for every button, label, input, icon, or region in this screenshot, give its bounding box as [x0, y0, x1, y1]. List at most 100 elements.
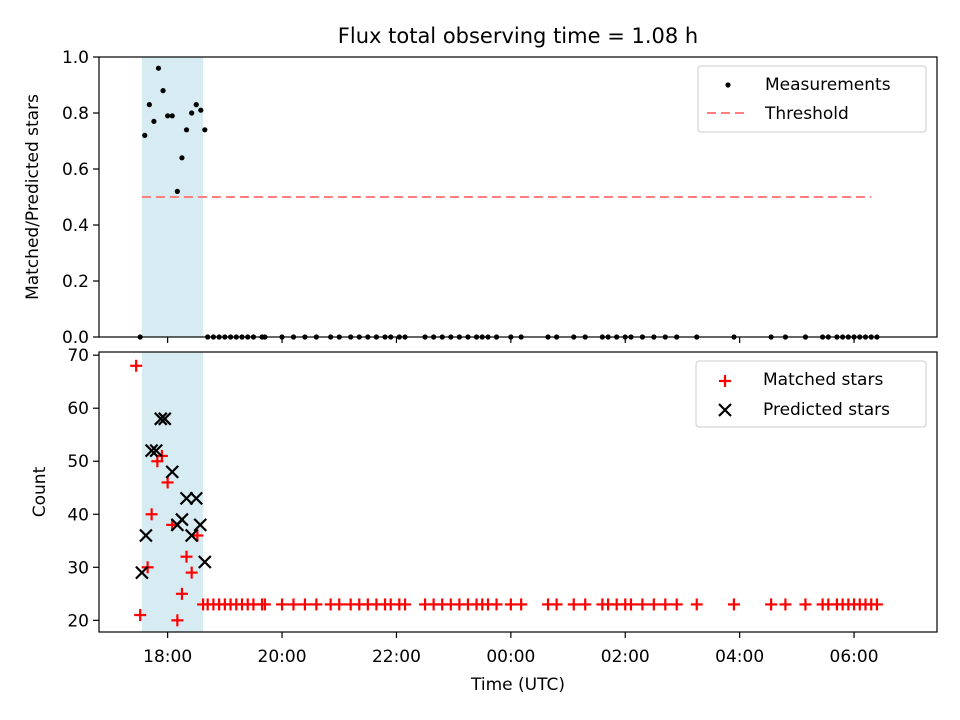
matched-star-point [333, 598, 346, 611]
matched-star-point [399, 598, 412, 611]
matched-star-point [779, 598, 792, 611]
matched-star-point [258, 598, 271, 611]
matched-star-point [180, 550, 193, 563]
matched-star-point [765, 598, 778, 611]
top-y-tick-label: 0.6 [62, 160, 89, 180]
bottom-x-tick-label: 18:00 [143, 647, 192, 667]
top-y-tick-label: 0.0 [62, 328, 89, 348]
matched-star-point [567, 598, 580, 611]
bottom-y-axis-label: Count [30, 466, 50, 517]
matched-stars-points [130, 359, 883, 627]
top-y-tick-label: 0.4 [62, 216, 89, 236]
bottom-x-tick-label: 22:00 [372, 647, 421, 667]
predicted-star-point [198, 555, 212, 569]
predicted-star-point [144, 443, 159, 458]
measurement-point [155, 65, 162, 71]
matched-star-point [276, 598, 289, 611]
bottom-axes-frame [98, 351, 938, 633]
bottom-x-axis: 18:00 20:00 22:00 00:00 02:00 04:00 06:00 [143, 632, 879, 667]
predicted-star-point [184, 528, 199, 543]
legend-matched-label: Matched stars [763, 370, 883, 390]
bottom-y-tick-label: 30 [67, 558, 89, 578]
matched-star-point [175, 587, 188, 600]
predicted-star-point [165, 465, 179, 479]
measurement-point [189, 110, 195, 116]
predicted-star-point [149, 443, 163, 458]
bottom-y-axis: 20 30 40 50 60 70 [67, 346, 99, 631]
matched-star-point [727, 598, 740, 611]
matched-star-point [647, 598, 660, 611]
measurement-point [198, 107, 204, 113]
bottom-y-tick-label: 70 [67, 346, 89, 366]
matched-star-point [659, 598, 672, 611]
matched-star-point [185, 566, 198, 579]
bottom-y-tick-label: 50 [67, 452, 89, 472]
matched-star-point [298, 598, 311, 611]
matched-star-point [504, 598, 517, 611]
measurement-point [151, 118, 157, 124]
matched-star-point [130, 359, 143, 372]
matched-star-point [287, 598, 300, 611]
predicted-stars-points [135, 412, 212, 580]
matched-star-point [515, 598, 528, 611]
measurement-point [179, 155, 185, 161]
matched-star-point [670, 598, 683, 611]
measurement-point [142, 132, 148, 138]
top-y-tick-label: 0.2 [62, 272, 89, 292]
bottom-panel: 20 30 40 50 60 70 18:00 20:00 22:00 00:00 02:00 04… [30, 346, 938, 695]
matched-star-point [191, 529, 204, 542]
matched-star-point [145, 508, 158, 521]
predicted-star-point [135, 565, 149, 580]
top-y-axis-label: Matched/Predicted stars [23, 94, 43, 300]
matched-star-point [171, 614, 184, 627]
matched-star-point [310, 598, 323, 611]
matched-star-point [799, 598, 812, 611]
bottom-x-tick-label: 02:00 [601, 647, 650, 667]
measurement-point [169, 113, 175, 119]
matched-star-point [636, 598, 649, 611]
bottom-x-tick-label: 06:00 [830, 647, 879, 667]
predicted-star-point [158, 412, 172, 426]
predicted-star-point [193, 518, 208, 532]
measurement-point [146, 102, 152, 108]
predicted-star-point [179, 491, 194, 506]
legend-matched-marker [719, 375, 731, 387]
bottom-shaded-span [141, 352, 204, 632]
chart-title: Flux total observing time = 1.08 h [338, 24, 698, 48]
legend-predicted-label: Predicted stars [763, 400, 890, 420]
top-y-tick-label: 1.0 [62, 48, 89, 68]
x-axis-label: Time (UTC) [470, 675, 565, 695]
measurement-point [165, 113, 171, 119]
measurement-point [160, 88, 166, 94]
bottom-legend-box [695, 360, 927, 428]
predicted-star-point [189, 491, 204, 506]
predicted-star-point [139, 528, 153, 543]
matched-star-point [690, 598, 703, 611]
predicted-star-point [153, 412, 168, 426]
bottom-x-tick-label: 00:00 [486, 647, 535, 667]
bottom-y-tick-label: 60 [67, 399, 89, 419]
bottom-x-tick-label: 20:00 [258, 647, 307, 667]
bottom-y-tick-label: 40 [67, 505, 89, 525]
matched-star-point [870, 598, 883, 611]
measurement-point [183, 127, 190, 133]
matched-star-point [624, 598, 637, 611]
top-axes-frame [98, 56, 938, 338]
top-legend: Measurements Threshold [697, 65, 927, 133]
measurement-point [193, 102, 199, 108]
bottom-x-tick-label: 04:00 [715, 647, 764, 667]
legend-measurements-marker [725, 82, 731, 88]
matched-star-point [550, 598, 563, 611]
top-panel: 0.0 0.2 0.4 0.6 0.8 1.0 Matched/Predicted sta… [23, 48, 938, 348]
top-y-axis: 0.0 0.2 0.4 0.6 0.8 1.0 [62, 48, 99, 348]
predicted-star-point [175, 512, 189, 527]
measurement-point [174, 188, 180, 194]
measurement-point [202, 127, 208, 133]
matched-star-point [579, 598, 592, 611]
top-legend-box [697, 65, 927, 133]
bottom-y-tick-label: 20 [67, 611, 89, 631]
top-y-tick-label: 0.8 [62, 104, 89, 124]
matched-star-point [134, 609, 147, 622]
legend-measurements-label: Measurements [765, 75, 891, 95]
